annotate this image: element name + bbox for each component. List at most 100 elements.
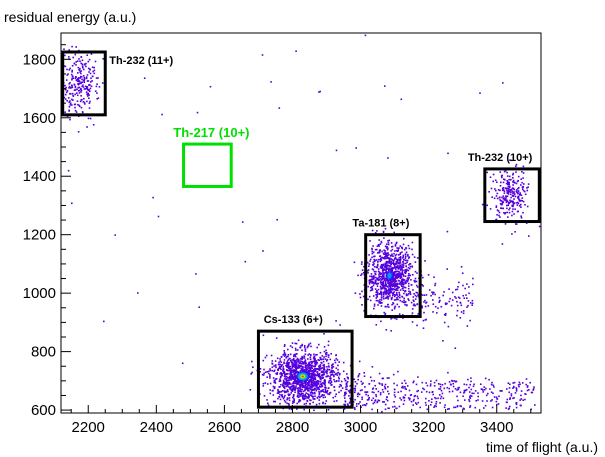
data-point — [310, 360, 313, 363]
data-point — [364, 404, 367, 407]
data-point — [305, 397, 307, 400]
data-point — [432, 293, 434, 295]
data-point — [262, 374, 265, 376]
data-point — [416, 257, 419, 259]
data-point — [299, 360, 302, 362]
data-point — [282, 397, 285, 400]
data-point — [314, 398, 316, 400]
data-point — [311, 377, 313, 379]
data-point — [357, 395, 359, 398]
data-point — [502, 181, 505, 184]
data-point — [77, 83, 80, 86]
region-label: Cs-133 (6+) — [264, 314, 323, 326]
data-point — [387, 298, 389, 300]
data-point — [375, 324, 378, 326]
data-point — [66, 100, 68, 102]
data-point — [367, 398, 370, 401]
data-point — [288, 404, 290, 406]
data-point — [485, 387, 487, 390]
data-point — [384, 257, 387, 260]
data-point — [80, 76, 83, 78]
data-point — [358, 393, 361, 396]
data-point — [391, 248, 394, 251]
data-point — [390, 263, 392, 266]
data-point — [271, 362, 273, 365]
data-point — [303, 385, 305, 388]
data-point — [404, 270, 407, 273]
data-point — [374, 399, 377, 401]
data-point — [91, 75, 94, 78]
data-point — [414, 270, 417, 273]
data-point — [315, 389, 318, 392]
data-point — [517, 384, 520, 386]
data-point — [331, 366, 334, 369]
data-point — [304, 353, 307, 355]
data-point — [326, 369, 328, 372]
data-point — [378, 300, 380, 303]
data-point — [288, 386, 290, 388]
data-point — [291, 365, 294, 367]
data-point — [293, 357, 295, 360]
data-point — [66, 90, 69, 92]
data-point — [305, 370, 308, 372]
data-point — [273, 370, 275, 373]
data-point — [399, 269, 402, 271]
data-point — [317, 359, 319, 361]
y-tick-label: 1000 — [23, 285, 56, 302]
data-point — [273, 379, 276, 382]
data-point — [424, 299, 426, 302]
data-point — [407, 298, 409, 300]
data-point — [404, 271, 406, 274]
data-point — [297, 387, 300, 389]
data-point — [285, 380, 288, 382]
data-point — [417, 376, 419, 378]
data-point — [283, 355, 286, 357]
data-point — [372, 261, 375, 263]
data-point — [280, 361, 283, 364]
data-point — [335, 357, 338, 360]
data-point — [409, 263, 411, 265]
data-point — [394, 285, 397, 287]
data-point — [307, 365, 310, 368]
data-point — [466, 325, 469, 327]
data-point — [503, 170, 506, 173]
data-point — [408, 273, 410, 275]
data-point — [303, 398, 305, 401]
data-point — [402, 287, 404, 289]
y-tick-label: 600 — [31, 402, 56, 419]
data-point — [80, 72, 82, 75]
data-point — [293, 354, 295, 356]
data-point — [311, 364, 314, 367]
data-point — [373, 391, 375, 394]
region-box — [483, 167, 541, 224]
data-point — [88, 58, 91, 61]
data-point — [414, 281, 416, 283]
data-point — [346, 403, 349, 405]
data-point — [383, 311, 385, 314]
data-point — [296, 353, 298, 355]
data-point — [283, 387, 286, 390]
data-point — [339, 384, 341, 386]
data-point — [80, 62, 82, 65]
data-point — [72, 56, 74, 59]
data-point — [385, 329, 388, 331]
data-point — [374, 279, 377, 281]
data-point — [299, 386, 301, 389]
data-point — [381, 410, 383, 413]
data-point — [507, 180, 509, 183]
data-point — [287, 390, 289, 393]
data-point — [447, 408, 449, 410]
data-point — [470, 388, 473, 391]
data-point — [372, 402, 375, 405]
data-point — [488, 191, 490, 193]
data-point — [401, 386, 403, 389]
data-point — [401, 272, 404, 275]
data-point — [321, 394, 324, 396]
data-point — [404, 303, 406, 306]
data-point — [307, 385, 309, 387]
data-point — [396, 298, 399, 300]
data-point — [521, 382, 524, 384]
data-point — [92, 70, 94, 73]
data-point — [370, 273, 373, 275]
data-point — [456, 395, 458, 398]
